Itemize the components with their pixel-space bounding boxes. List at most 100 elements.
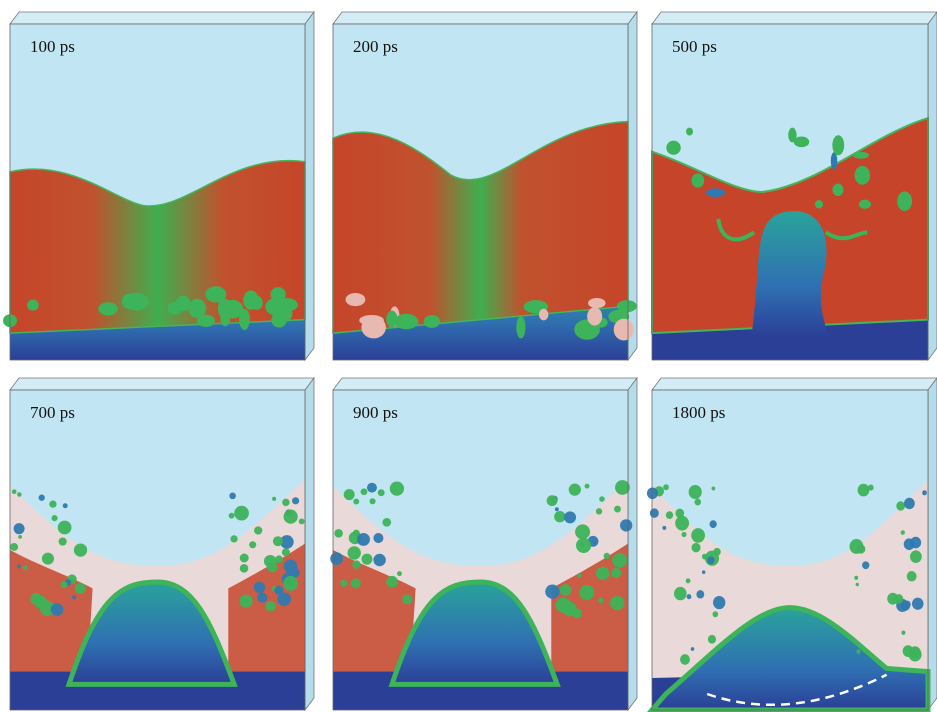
blob xyxy=(394,314,418,329)
blob xyxy=(588,298,606,308)
time-label: 200 ps xyxy=(353,37,398,56)
bubble xyxy=(576,538,591,553)
bubble xyxy=(577,573,582,578)
figure: 100 ps200 ps500 ps700 ps900 ps1800 ps xyxy=(0,0,937,712)
blob xyxy=(239,309,250,330)
bubble xyxy=(614,506,621,513)
bubble xyxy=(857,545,866,554)
bubble xyxy=(598,598,604,604)
bubble xyxy=(10,543,18,551)
bubble xyxy=(831,152,838,169)
bubble xyxy=(273,536,283,546)
bubble xyxy=(579,585,594,600)
bubble xyxy=(675,516,689,531)
blob xyxy=(424,315,440,328)
bubble xyxy=(12,489,17,494)
bubble xyxy=(265,601,275,611)
bubble xyxy=(691,528,705,543)
bubble xyxy=(547,495,558,506)
bubble xyxy=(63,503,68,508)
bubble xyxy=(14,523,25,534)
bubble xyxy=(564,511,576,523)
bubble xyxy=(545,584,559,598)
bubble xyxy=(282,499,289,506)
bubble xyxy=(351,578,361,588)
blob xyxy=(176,296,191,311)
bubble xyxy=(897,191,912,211)
bubble xyxy=(554,511,565,522)
bubble xyxy=(711,487,715,491)
bubble xyxy=(692,543,701,553)
blob xyxy=(359,315,384,326)
bubble xyxy=(691,647,695,651)
time-label: 900 ps xyxy=(353,403,398,422)
blob xyxy=(276,298,297,311)
bubble xyxy=(560,584,572,596)
bubble xyxy=(856,649,860,654)
bubble xyxy=(620,519,632,531)
blob xyxy=(122,293,137,309)
bubble xyxy=(283,576,298,591)
bubble xyxy=(832,184,843,196)
bubble xyxy=(862,561,869,569)
bubble xyxy=(373,533,383,543)
bubble xyxy=(240,564,249,573)
bubble xyxy=(239,594,252,607)
bubble xyxy=(662,526,666,530)
time-label: 500 ps xyxy=(672,37,717,56)
bubble xyxy=(284,510,298,524)
bubble xyxy=(378,489,385,496)
bubble xyxy=(663,484,669,490)
bubble xyxy=(707,556,714,564)
bubble xyxy=(234,506,249,521)
bubble xyxy=(575,524,590,539)
bubble xyxy=(709,520,716,528)
bubble xyxy=(75,583,86,594)
bubble xyxy=(561,597,566,602)
bubble xyxy=(60,581,67,588)
bubble xyxy=(373,554,385,566)
bubble xyxy=(922,490,927,495)
box-top xyxy=(652,12,937,24)
box-top xyxy=(652,378,937,390)
bubble xyxy=(49,500,56,507)
bubble xyxy=(272,497,276,501)
bubble xyxy=(42,553,54,565)
bubble xyxy=(815,200,823,209)
bubble xyxy=(353,499,359,505)
bubble xyxy=(361,488,368,495)
bubble xyxy=(240,554,249,563)
bubble xyxy=(855,166,871,185)
bubble xyxy=(647,487,658,499)
box-side xyxy=(928,378,937,710)
box-side xyxy=(628,378,637,710)
bubble xyxy=(267,562,277,572)
bubble xyxy=(402,594,412,604)
bubble xyxy=(282,548,290,556)
bubble xyxy=(585,484,590,489)
bubble xyxy=(696,590,704,598)
bubble xyxy=(284,559,298,573)
bubble xyxy=(887,593,898,605)
bubble xyxy=(58,521,72,535)
bubble xyxy=(74,543,87,556)
bubble xyxy=(344,489,355,500)
blob xyxy=(539,309,548,321)
bubble xyxy=(249,541,256,548)
bubble xyxy=(610,596,624,610)
bubble xyxy=(666,511,673,519)
blob xyxy=(614,319,634,341)
time-label: 1800 ps xyxy=(672,403,725,422)
blob xyxy=(386,311,397,328)
bubble xyxy=(390,481,404,495)
bubble xyxy=(666,141,680,155)
bubble xyxy=(910,550,922,563)
bubble xyxy=(680,654,690,665)
bubble xyxy=(599,496,605,502)
box-side xyxy=(928,12,937,360)
bubble xyxy=(17,492,21,496)
bubble xyxy=(357,533,370,546)
bubble xyxy=(569,484,581,496)
bubble xyxy=(274,586,283,595)
bubble xyxy=(386,576,398,588)
